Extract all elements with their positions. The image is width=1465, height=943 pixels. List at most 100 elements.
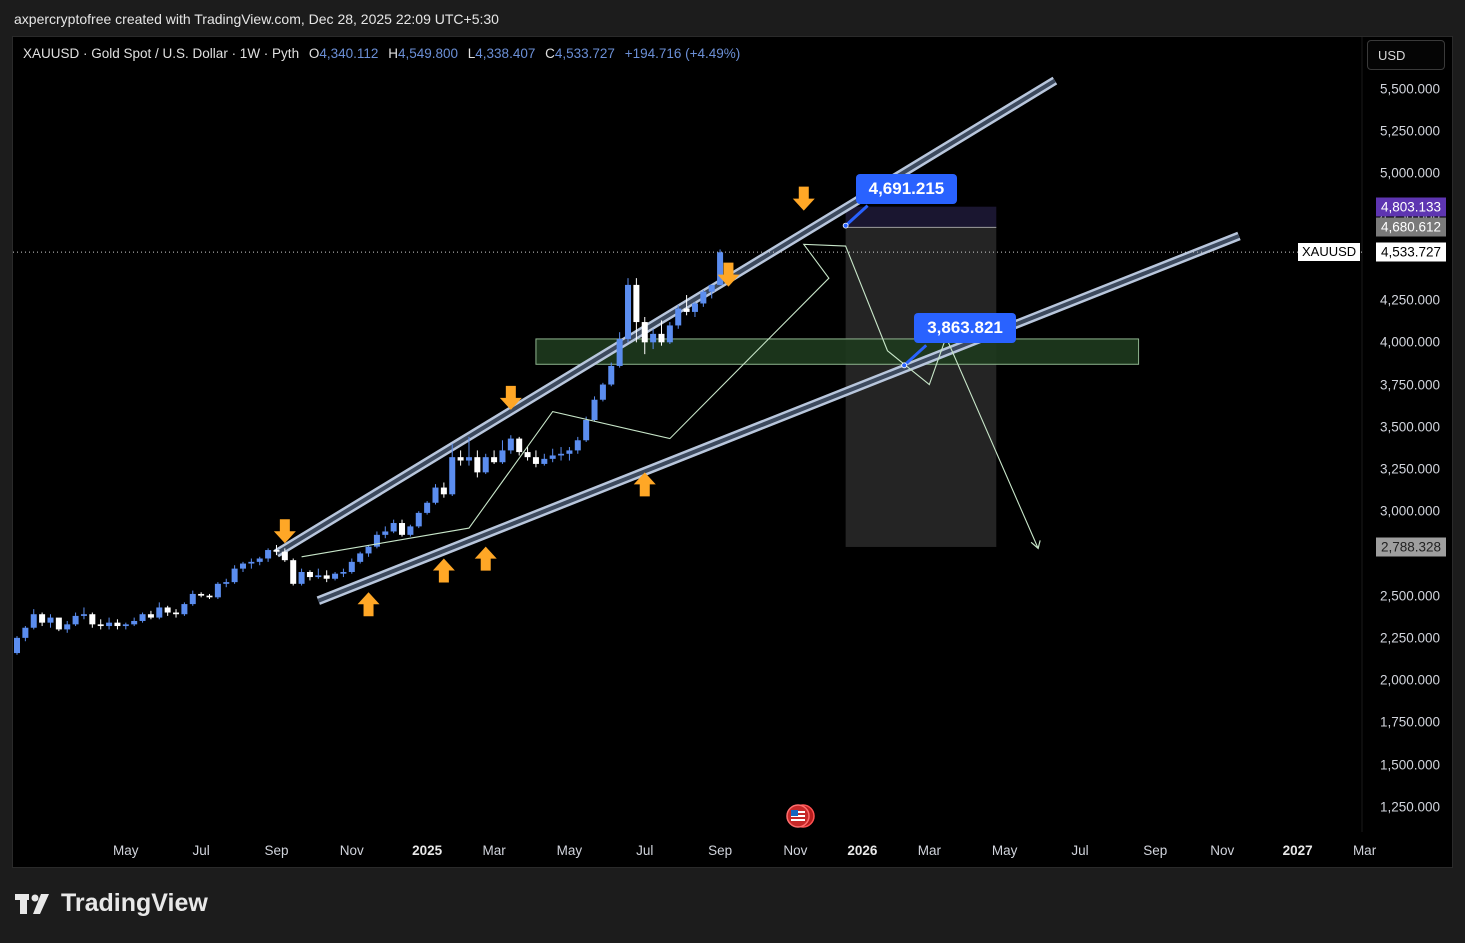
candle-body [373, 534, 380, 547]
candle-body [164, 607, 171, 613]
candle-body [491, 457, 498, 463]
candle-body [357, 553, 364, 562]
candle-body [55, 617, 62, 630]
price-callout[interactable]: 4,691.215 [855, 173, 958, 204]
currency-button[interactable]: USD [1367, 40, 1445, 70]
candle-body [708, 284, 715, 292]
candle-body [574, 440, 581, 451]
candle-body [306, 571, 313, 578]
channel-lower-inner [317, 234, 1240, 603]
orange-up-arrow [432, 558, 455, 583]
candle-body [281, 551, 288, 561]
time-axis-tick: Nov [783, 843, 808, 858]
candle-body [265, 550, 272, 559]
price-callout[interactable]: 3,863.821 [914, 313, 1016, 344]
callout-anchor [901, 362, 908, 369]
legend-change: +194.716 (+4.49%) [624, 46, 741, 61]
time-axis-tick: Mar [1352, 843, 1377, 858]
price-chart[interactable] [13, 37, 1453, 868]
legend-symbol: XAUUSD · Gold Spot / U.S. Dollar · 1W · … [23, 46, 300, 61]
candle-body [658, 333, 665, 343]
candle-body [457, 457, 464, 461]
candle-body [474, 457, 481, 473]
candle-body [482, 457, 489, 473]
candle-body [666, 325, 673, 343]
time-axis-tick: Nov [1210, 843, 1235, 858]
candle-body [616, 338, 623, 366]
candle-body [139, 614, 146, 621]
candle-body [549, 455, 556, 459]
time-axis-tick: Sep [1143, 843, 1168, 858]
tradingview-logo[interactable]: TradingView [15, 889, 208, 918]
tradingview-logo-icon [15, 893, 49, 914]
candle-body [39, 614, 46, 623]
candle-body [147, 614, 154, 618]
candle-body [633, 284, 640, 323]
time-axis-tick: Sep [708, 843, 733, 858]
callout-pointer [903, 344, 928, 367]
price-axis-tick: 4,000.000 [1379, 334, 1440, 350]
candle-body [298, 571, 305, 584]
orange-down-arrow [792, 186, 815, 211]
candle-body [80, 614, 87, 616]
candle-body [315, 575, 322, 578]
candle-body [583, 420, 590, 441]
legend-close: 4,533.727 [554, 46, 615, 61]
legend-close-label: C [545, 46, 555, 61]
orange-up-arrow [474, 546, 497, 571]
candle-body [189, 593, 196, 605]
orange-down-arrow [499, 385, 522, 410]
candle-body [340, 571, 347, 574]
time-axis-tick: Mar [482, 843, 506, 858]
chart-panel[interactable]: XAUUSD · Gold Spot / U.S. Dollar · 1W · … [12, 36, 1453, 868]
candle-body [198, 593, 205, 596]
candle-body [156, 607, 163, 618]
candle-body [675, 308, 682, 326]
wave-arrowhead [1030, 540, 1041, 550]
price-axis-tick: 1,750.000 [1379, 714, 1440, 730]
time-axis-tick: May [991, 843, 1018, 858]
projection-target-box [845, 227, 997, 547]
target-bottom-price-tag: 2,788.328 [1375, 537, 1446, 557]
projected-wave-path [301, 243, 1039, 558]
last-price-tag: 4,533.727 [1375, 242, 1446, 262]
legend-open-label: O [308, 46, 320, 61]
price-axis-tick: 2,500.000 [1379, 588, 1440, 604]
candle-body [566, 450, 573, 454]
candle-body [248, 561, 255, 564]
time-axis-tick: Sep [264, 843, 289, 858]
candle-body [507, 438, 514, 451]
time-axis-tick: 2026 [847, 843, 878, 858]
target-top-price-tag: 4,803.133 [1375, 197, 1446, 217]
callout-anchor [842, 222, 849, 229]
candle-body [365, 546, 372, 554]
candle-body [407, 526, 414, 535]
entry-price-tag: 4,680.612 [1375, 217, 1446, 237]
tradingview-wordmark: TradingView [61, 889, 208, 917]
orange-down-arrow [273, 519, 296, 544]
candle-body [114, 622, 121, 627]
candle-body [30, 614, 37, 628]
candle-body [691, 303, 698, 312]
candle-body [173, 612, 180, 615]
candle-body [424, 502, 431, 513]
time-axis-tick: May [556, 843, 583, 858]
time-axis-tick: 2025 [412, 843, 443, 858]
candle-body [89, 614, 96, 625]
orange-up-arrow [357, 592, 380, 617]
time-axis-tick: Jul [192, 843, 210, 858]
price-axis-tick: 3,250.000 [1379, 461, 1440, 477]
candle-body [440, 487, 447, 495]
candle-body [541, 458, 548, 464]
candle-body [122, 624, 129, 627]
candle-body [390, 523, 397, 532]
candle-body [432, 487, 439, 503]
symbol-price-tag: XAUUSD [1298, 243, 1361, 262]
candle-body [214, 583, 221, 598]
legend-open: 4,340.112 [319, 46, 379, 61]
us-flag-event-icon[interactable] [786, 803, 816, 829]
candle-body [625, 284, 632, 339]
candle-body [524, 452, 531, 458]
price-axis-tick: 4,250.000 [1379, 292, 1440, 308]
orange-down-arrow [717, 262, 740, 287]
